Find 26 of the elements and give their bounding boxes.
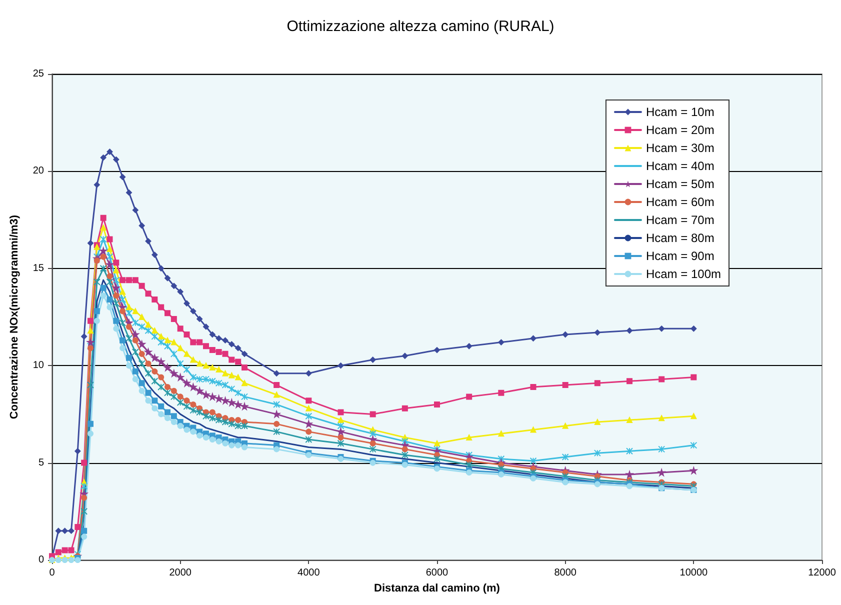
y-axis-title: Concentrazione NOx(microgrammi/m3) — [8, 214, 20, 420]
x-axis-title: Distanza dal camino (m) — [374, 582, 500, 594]
y-tick-label: 5 — [38, 457, 44, 468]
legend-label: Hcam = 30m — [646, 141, 714, 155]
legend-label: Hcam = 100m — [646, 267, 722, 281]
legend-label: Hcam = 60m — [646, 195, 714, 209]
y-tick-label: 10 — [32, 360, 44, 372]
x-tick-label: 12000 — [808, 568, 836, 578]
y-tick-label: 0 — [38, 554, 44, 566]
x-tick-label: 8000 — [554, 568, 577, 578]
y-tick-label: 20 — [32, 166, 44, 177]
y-tick-label: 25 — [32, 68, 44, 80]
legend-label: Hcam = 90m — [646, 249, 714, 263]
legend-label: Hcam = 70m — [646, 213, 714, 227]
legend-label: Hcam = 20m — [646, 123, 714, 137]
legend-label: Hcam = 40m — [646, 159, 714, 173]
x-tick-label: 2000 — [169, 568, 192, 578]
x-tick-label: 4000 — [298, 568, 320, 578]
y-tick-label: 15 — [32, 262, 44, 274]
legend-label: Hcam = 80m — [646, 231, 714, 245]
x-tick-label: 0 — [49, 568, 56, 578]
legend-label: Hcam = 10m — [646, 105, 714, 119]
x-tick-label: 6000 — [426, 568, 449, 578]
legend-label: Hcam = 50m — [646, 177, 714, 191]
x-tick-label: 10000 — [680, 568, 708, 578]
chart-title: Ottimizzazione altezza camino (RURAL) — [286, 18, 554, 35]
